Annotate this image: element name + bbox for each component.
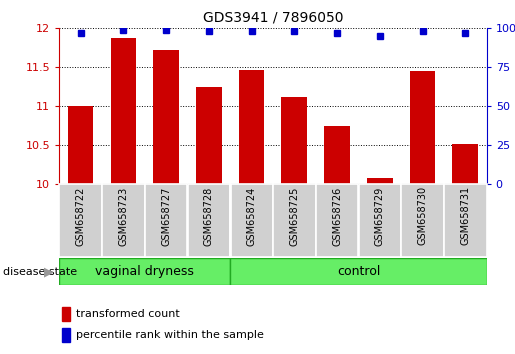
Text: GSM658722: GSM658722 — [76, 186, 85, 246]
Text: vaginal dryness: vaginal dryness — [95, 265, 194, 278]
Bar — [62, 328, 70, 342]
Text: GSM658727: GSM658727 — [161, 186, 171, 246]
Bar — [196, 87, 221, 184]
Text: GSM658729: GSM658729 — [375, 186, 385, 246]
Bar — [444, 184, 487, 257]
Bar — [153, 50, 179, 184]
Text: GSM658731: GSM658731 — [460, 186, 470, 245]
Text: GSM658725: GSM658725 — [289, 186, 299, 246]
Bar — [401, 184, 444, 257]
Bar — [59, 184, 102, 257]
Bar — [102, 184, 145, 257]
Text: transformed count: transformed count — [76, 309, 179, 319]
Text: GSM658723: GSM658723 — [118, 186, 128, 246]
Bar — [410, 71, 435, 184]
Bar — [367, 178, 392, 184]
Bar — [62, 307, 70, 321]
Bar — [358, 184, 401, 257]
Bar — [187, 184, 230, 257]
Bar — [68, 106, 93, 184]
Bar — [59, 258, 230, 285]
Bar — [239, 70, 264, 184]
Bar — [273, 184, 316, 257]
Bar — [453, 144, 478, 184]
Text: control: control — [337, 265, 380, 278]
Text: GSM658726: GSM658726 — [332, 186, 342, 246]
Bar — [230, 184, 273, 257]
Bar — [145, 184, 187, 257]
Text: GSM658724: GSM658724 — [247, 186, 256, 246]
Bar — [230, 258, 487, 285]
Bar — [316, 184, 358, 257]
Bar — [282, 97, 307, 184]
Title: GDS3941 / 7896050: GDS3941 / 7896050 — [203, 10, 343, 24]
Text: percentile rank within the sample: percentile rank within the sample — [76, 330, 264, 340]
Text: GSM658728: GSM658728 — [204, 186, 214, 246]
Bar — [111, 38, 136, 184]
Text: disease state: disease state — [3, 267, 77, 277]
Text: GSM658730: GSM658730 — [418, 186, 427, 245]
Bar — [324, 126, 350, 184]
Text: ▶: ▶ — [44, 265, 54, 278]
